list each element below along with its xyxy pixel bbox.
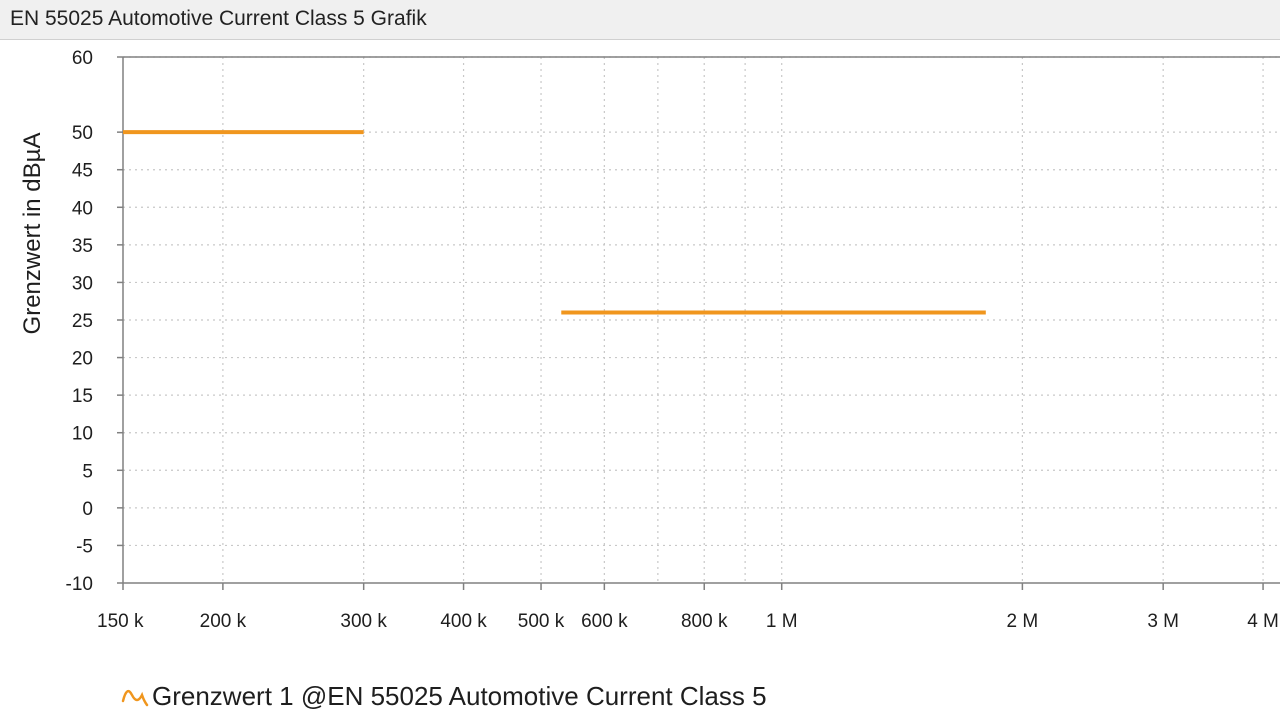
y-tick-label: 30 xyxy=(72,273,93,294)
x-tick-label: 150 k xyxy=(97,611,144,632)
x-tick-label: 3 M xyxy=(1147,611,1179,632)
x-tick-label: 200 k xyxy=(200,611,247,632)
x-tick-label: 2 M xyxy=(1007,611,1039,632)
y-tick-label: 25 xyxy=(72,311,93,332)
y-tick-label: -5 xyxy=(76,536,93,557)
y-tick-label: 20 xyxy=(72,349,93,370)
y-tick-label: -10 xyxy=(66,574,93,595)
y-tick-label: 5 xyxy=(82,461,93,482)
y-tick-label: 10 xyxy=(72,424,93,445)
y-tick-label: 35 xyxy=(72,236,93,257)
y-tick-label: 60 xyxy=(72,48,93,69)
y-tick-label: 45 xyxy=(72,161,93,182)
y-tick-label: 50 xyxy=(72,123,93,144)
chart-legend[interactable]: Grenzwert 1 @EN 55025 Automotive Current… xyxy=(120,677,767,715)
x-tick-label: 300 k xyxy=(340,611,387,632)
x-tick-label: 500 k xyxy=(518,611,565,632)
wave-icon xyxy=(121,689,149,707)
x-tick-label: 1 M xyxy=(766,611,798,632)
x-tick-label: 800 k xyxy=(681,611,728,632)
x-tick-label: 400 k xyxy=(440,611,487,632)
legend-label: Grenzwert 1 @EN 55025 Automotive Current… xyxy=(152,680,767,711)
x-tick-label: 4 M xyxy=(1247,611,1279,632)
y-axis-title: Grenzwert in dBµA xyxy=(19,133,46,335)
window-title: EN 55025 Automotive Current Class 5 Graf… xyxy=(10,7,427,30)
y-tick-label: 15 xyxy=(72,386,93,407)
x-tick-label: 600 k xyxy=(581,611,628,632)
y-tick-label: 40 xyxy=(72,198,93,219)
y-tick-label: 0 xyxy=(82,499,93,520)
window-title-bar: EN 55025 Automotive Current Class 5 Graf… xyxy=(0,0,1280,40)
